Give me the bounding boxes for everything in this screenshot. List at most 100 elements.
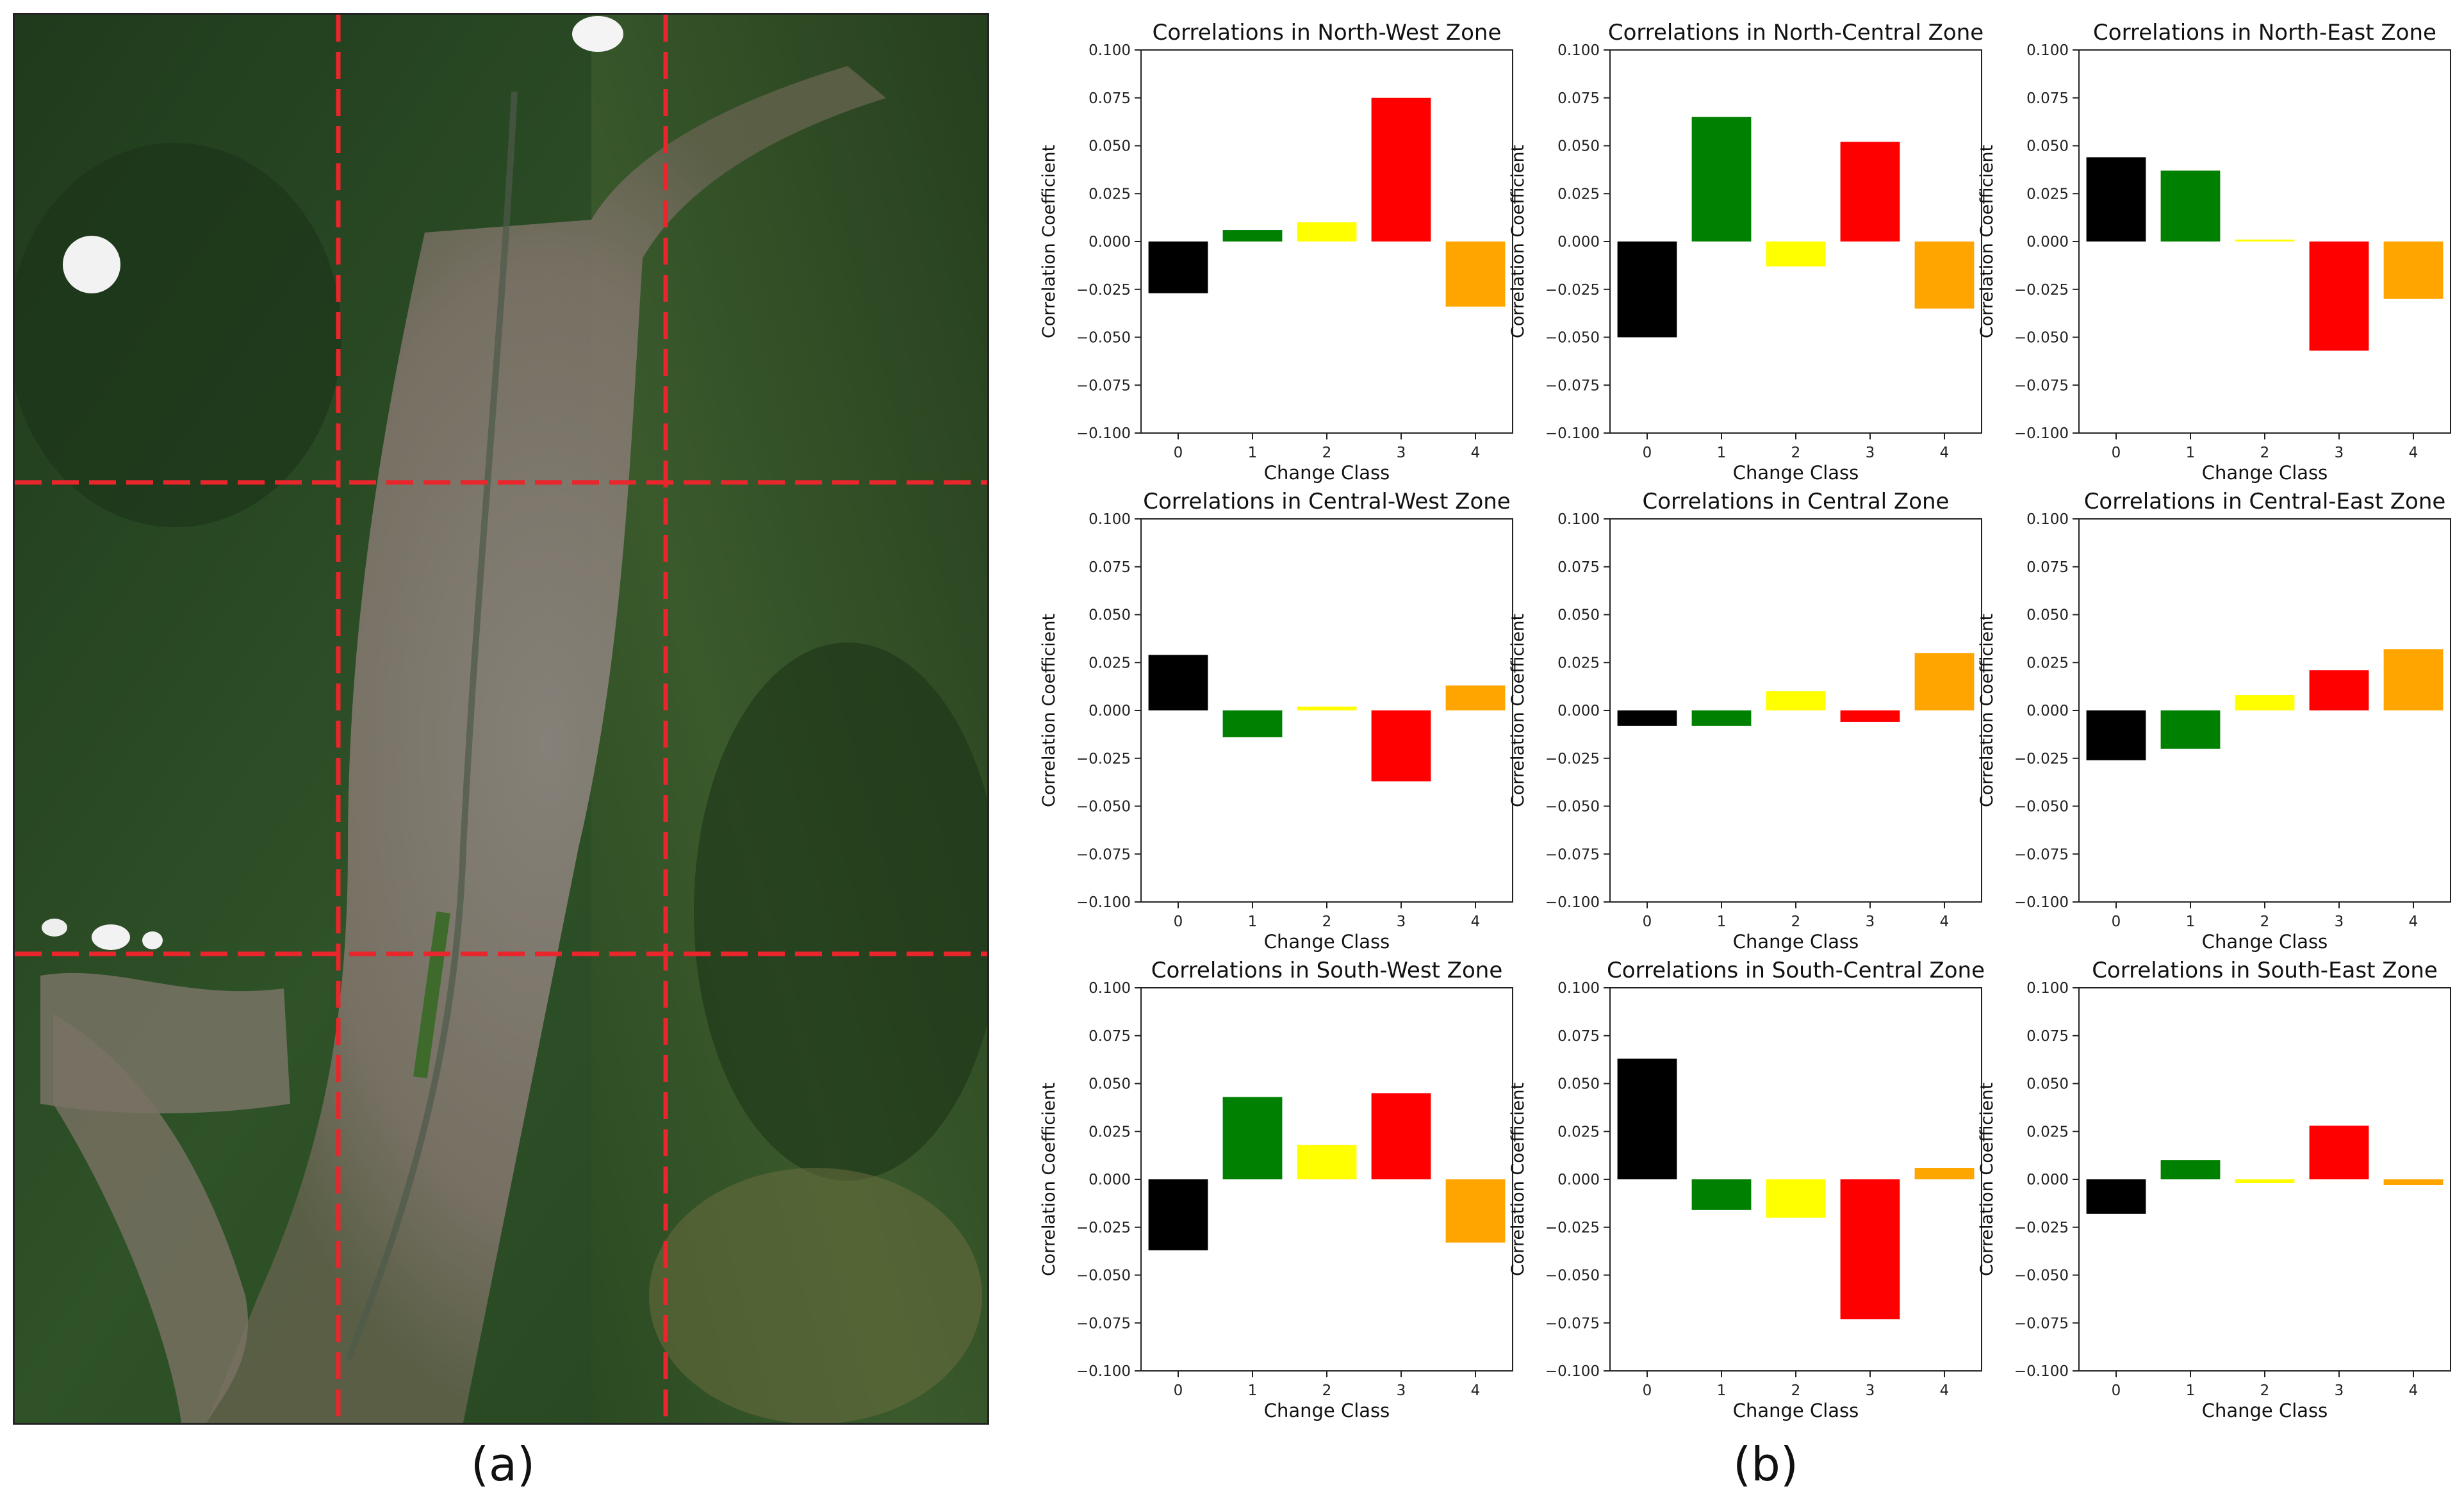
bar-class-3 <box>2309 242 2369 351</box>
bar-class-3 <box>1840 710 1900 722</box>
y-tick-label: −0.025 <box>1076 751 1131 767</box>
x-tick-label: 0 <box>2112 913 2121 930</box>
y-tick-label: −0.100 <box>1076 425 1131 442</box>
chart-nc: 0.100 0.075 0.050 0.025 0.000 −0.025 −0.050 −0.… <box>1508 20 1984 484</box>
y-tick-label: 0.050 <box>1557 607 1600 624</box>
x-tick-label: 2 <box>2260 445 2270 461</box>
x-tick-label: 4 <box>1471 445 1481 461</box>
x-tick-label: 3 <box>1866 445 1875 461</box>
chart-se: 0.100 0.075 0.050 0.025 0.000 −0.025 −0.050 −0.… <box>1977 958 2451 1421</box>
x-tick-label: 0 <box>2112 445 2121 461</box>
x-tick-label: 4 <box>1471 913 1481 930</box>
y-axis-label: Correlation Coefficient <box>1508 1083 1528 1276</box>
y-tick-label: −0.050 <box>1545 799 1600 815</box>
bar-class-2 <box>2235 695 2295 710</box>
y-tick-label: 0.050 <box>1088 607 1131 624</box>
zone-grid <box>15 15 987 1423</box>
bar-class-1 <box>1691 117 1752 242</box>
chart-title: Correlations in North-East Zone <box>2093 20 2436 45</box>
chart-ce: 0.100 0.075 0.050 0.025 0.000 −0.025 −0.050 −0.… <box>1977 489 2451 953</box>
bar-class-3 <box>1371 710 1431 782</box>
y-axis-label: Correlation Coefficient <box>1039 1083 1059 1276</box>
y-tick-label: −0.050 <box>1076 330 1131 347</box>
y-tick-label: 0.025 <box>1088 186 1131 202</box>
y-tick-label: 0.100 <box>2026 42 2069 59</box>
x-tick-label: 1 <box>1248 1382 1258 1399</box>
x-tick-label: 3 <box>1866 1382 1875 1399</box>
bar-class-1 <box>1222 710 1283 737</box>
y-tick-label: −0.075 <box>1076 846 1131 863</box>
y-tick-label: 0.075 <box>1088 1028 1131 1045</box>
chart-ne: 0.100 0.075 0.050 0.025 0.000 −0.025 −0.050 −0.… <box>1977 20 2451 484</box>
y-tick-label: −0.075 <box>2014 377 2069 394</box>
y-tick-label: 0.000 <box>1088 703 1131 719</box>
y-tick-label: 0.100 <box>1557 42 1600 59</box>
bar-class-2 <box>1766 691 1826 710</box>
y-tick-label: 0.000 <box>2026 703 2069 719</box>
bar-class-1 <box>1222 230 1283 242</box>
bar-class-2 <box>1766 1179 1826 1218</box>
y-tick-label: 0.100 <box>2026 980 2069 997</box>
y-tick-label: 0.050 <box>2026 607 2069 624</box>
x-tick-label: 4 <box>1940 1382 1950 1399</box>
x-tick-label: 0 <box>2112 1382 2121 1399</box>
panel-label-a: (a) <box>470 1438 536 1491</box>
y-tick-label: 0.050 <box>1088 1076 1131 1093</box>
chart-title: Correlations in Central-East Zone <box>2084 489 2446 514</box>
chart-title: Correlations in Central-West Zone <box>1143 489 1510 514</box>
y-tick-label: 0.075 <box>2026 559 2069 576</box>
y-tick-label: 0.100 <box>1088 980 1131 997</box>
y-tick-label: −0.050 <box>2014 1268 2069 1284</box>
river <box>345 91 518 1361</box>
bar-class-3 <box>2309 1126 2369 1179</box>
x-tick-label: 0 <box>1174 1382 1183 1399</box>
bar-class-2 <box>1297 707 1357 710</box>
cloud-5 <box>42 919 67 937</box>
x-tick-label: 2 <box>2260 913 2270 930</box>
chart-c: 0.100 0.075 0.050 0.025 0.000 −0.025 −0.050 −0.… <box>1508 489 1982 953</box>
x-tick-label: 4 <box>1940 445 1950 461</box>
x-axis-label: Change Class <box>1733 462 1859 484</box>
bar-class-0 <box>1617 1058 1677 1179</box>
satellite-image <box>13 13 989 1425</box>
x-tick-label: 3 <box>1397 913 1406 930</box>
urban-area <box>207 66 886 1423</box>
bar-class-3 <box>2309 670 2369 710</box>
x-axis-label: Change Class <box>1264 1400 1390 1421</box>
x-tick-label: 2 <box>1791 1382 1801 1399</box>
x-tick-label: 3 <box>1397 1382 1406 1399</box>
chart-title: Correlations in South-Central Zone <box>1607 958 1985 983</box>
x-axis-label: Change Class <box>2202 931 2328 953</box>
x-tick-label: 1 <box>2186 913 2196 930</box>
y-tick-label: 0.000 <box>2026 234 2069 250</box>
y-tick-label: 0.025 <box>2026 655 2069 671</box>
bar-class-0 <box>1148 655 1208 710</box>
x-tick-label: 1 <box>1717 1382 1727 1399</box>
chart-sc: 0.100 0.075 0.050 0.025 0.000 −0.025 −0.050 −0.… <box>1508 958 1985 1421</box>
bar-class-1 <box>2160 1160 2221 1179</box>
y-tick-label: −0.025 <box>1545 282 1600 299</box>
y-tick-label: −0.100 <box>2014 425 2069 442</box>
y-tick-label: 0.050 <box>2026 138 2069 155</box>
y-tick-label: 0.000 <box>1088 1172 1131 1188</box>
y-axis-label: Correlation Coefficient <box>1977 614 1997 807</box>
x-tick-label: 0 <box>1174 445 1183 461</box>
x-tick-label: 2 <box>1322 913 1332 930</box>
x-tick-label: 1 <box>1248 913 1258 930</box>
bar-class-4 <box>1445 1179 1506 1243</box>
bar-class-3 <box>1371 1093 1431 1179</box>
y-tick-label: −0.050 <box>1545 1268 1600 1284</box>
y-tick-label: 0.025 <box>2026 186 2069 202</box>
y-tick-label: −0.050 <box>1545 330 1600 347</box>
cloud-2 <box>572 16 623 52</box>
bar-class-4 <box>1445 685 1506 710</box>
x-tick-label: 2 <box>1322 445 1332 461</box>
y-axis-label: Correlation Coefficient <box>1508 614 1528 807</box>
y-tick-label: 0.075 <box>1557 1028 1600 1045</box>
y-axis-label: Correlation Coefficient <box>1977 145 1997 338</box>
bar-class-1 <box>2160 710 2221 749</box>
chart-cw: 0.100 0.075 0.050 0.025 0.000 −0.025 −0.050 −0.… <box>1039 489 1513 953</box>
y-tick-label: −0.075 <box>1076 1315 1131 1332</box>
chart-title: Correlations in Central Zone <box>1643 489 1950 514</box>
y-tick-label: −0.025 <box>1076 282 1131 299</box>
